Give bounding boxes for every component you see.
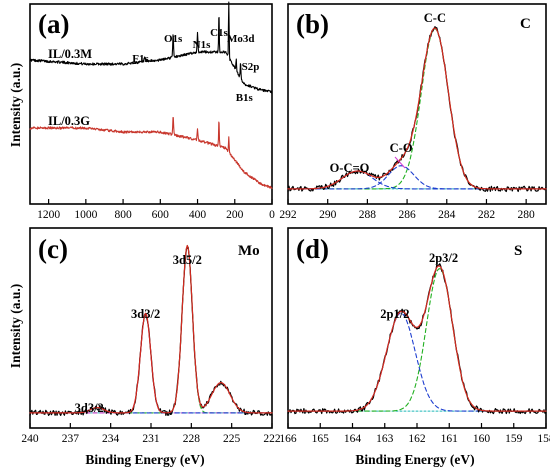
d-tick-label-159: 159 (505, 433, 523, 445)
c-tick-label-240: 240 (21, 433, 39, 445)
fit-envelope-line (287, 27, 547, 190)
panel-b-letter: (b) (296, 9, 329, 39)
fit-envelope-line (287, 265, 547, 412)
series-label-il03m: IL/0.3M (48, 47, 92, 61)
d-tick-label-158: 158 (537, 433, 550, 445)
b-tick-label-282: 282 (478, 209, 496, 221)
panel-c-peak-labels: 3d5/2 3d3/2 3d3/2 (75, 253, 202, 415)
component-line-2 (29, 406, 273, 414)
survey-line-il03m (29, 1, 273, 94)
c-tick-label-222: 222 (263, 433, 281, 445)
panel-a-x-ticks: 1200 1000 800 600 400 200 0 (37, 199, 275, 221)
d-tick-label-165: 165 (312, 433, 330, 445)
panel-c-element: Mo (238, 243, 260, 259)
a-tick-label-1200: 1200 (37, 209, 60, 221)
b-tick-label-286: 286 (398, 209, 416, 221)
c-o-pointer-line (394, 156, 406, 169)
peak-label-c-1: 3d3/2 (131, 307, 160, 321)
panel-c-letter: (c) (38, 234, 68, 264)
component-line-0 (287, 268, 547, 412)
panel-a-frame (29, 3, 273, 205)
d-tick-label-164: 164 (344, 433, 362, 445)
d-tick-label-162: 162 (408, 433, 426, 445)
component-line-0 (29, 245, 273, 414)
c-tick-label-231: 231 (142, 433, 160, 445)
panel-b-peak-labels: C-C C-O O-C=O (330, 11, 446, 175)
peak-annotation-mo3d: Mo3d (227, 33, 255, 45)
c-tick-label-228: 228 (183, 433, 201, 445)
a-tick-label-200: 200 (226, 209, 244, 221)
panel-b: (b) C 292 290 288 286 284 282 280 C-C C-O O-C=O (279, 3, 547, 221)
panel-b-frame (287, 3, 547, 205)
y-axis-title-top: Intensity (a.u.) (8, 63, 23, 147)
panel-a-spectra (29, 1, 273, 189)
panel-a: (a) 1200 1000 800 600 400 200 0 IL/0.3M IL/0.3… (29, 1, 275, 221)
panel-d-peak-labels: 2p3/2 2p1/2 (380, 251, 458, 321)
experimental-line (287, 263, 547, 415)
c-tick-label-234: 234 (102, 433, 120, 445)
a-tick-label-800: 800 (114, 209, 132, 221)
panel-c-x-ticks: 240 237 234 231 228 225 222 (21, 423, 281, 445)
d-tick-label-163: 163 (376, 433, 394, 445)
b-tick-label-288: 288 (359, 209, 377, 221)
peak-annotation-c1s: C1s (210, 27, 228, 39)
peak-label-c-2: 3d3/2 (75, 401, 104, 415)
peak-annotation-o1s: O1s (164, 33, 183, 45)
b-tick-label-284: 284 (438, 209, 456, 221)
peak-annotation-f1s: F1s (132, 53, 149, 65)
peak-label-b-0: C-C (424, 11, 446, 25)
panel-d-fit-curves (287, 263, 547, 415)
survey-line-il03g (29, 116, 273, 189)
panel-b-element: C (520, 16, 531, 32)
d-tick-label-161: 161 (441, 433, 459, 445)
a-tick-label-0: 0 (269, 209, 275, 221)
panel-c: (c) Mo 240 237 234 231 228 225 222 3d5/23d3/23… (21, 227, 281, 445)
y-axis-title-bottom: Intensity (a.u.) (8, 284, 23, 368)
d-tick-label-166: 166 (279, 433, 297, 445)
panel-d-element: S (514, 243, 522, 259)
peak-annotation-s2p: S2p (242, 61, 260, 73)
fit-envelope-line (29, 244, 273, 414)
peak-label-c-0: 3d5/2 (173, 253, 202, 267)
d-tick-label-160: 160 (473, 433, 491, 445)
panel-c-fit-curves (29, 244, 273, 417)
panel-b-fit-curves (287, 26, 547, 193)
peak-annotation-b1s: B1s (236, 92, 254, 104)
panel-b-x-ticks: 292 290 288 286 284 282 280 (279, 199, 535, 221)
a-tick-label-1000: 1000 (74, 209, 97, 221)
c-tick-label-225: 225 (223, 433, 241, 445)
x-axis-title-left: Binding Energy (eV) (85, 452, 204, 467)
panel-d: (d) S 166165164163162161160159158 2p3/22… (279, 227, 550, 445)
x-axis-title-right: Binding Energy (eV) (355, 452, 474, 467)
peak-annotation-n1s: N1s (193, 39, 211, 51)
panel-d-letter: (d) (296, 234, 329, 264)
b-tick-label-292: 292 (279, 209, 297, 221)
peak-label-d-1: 2p1/2 (380, 307, 409, 321)
component-line-1 (29, 312, 273, 414)
b-tick-label-290: 290 (319, 209, 337, 221)
c-tick-label-237: 237 (62, 433, 80, 445)
panel-a-letter: (a) (38, 9, 69, 39)
peak-label-b-2: O-C=O (330, 161, 370, 175)
a-tick-label-400: 400 (189, 209, 207, 221)
peak-label-d-0: 2p3/2 (429, 251, 458, 265)
series-label-il03g: IL/0.3G (48, 114, 90, 128)
panel-d-x-ticks: 166 165 164 163 162 161 160 159 158 (279, 423, 550, 445)
a-tick-label-600: 600 (152, 209, 170, 221)
peak-label-b-1: C-O (390, 141, 413, 155)
b-tick-label-280: 280 (518, 209, 536, 221)
experimental-line (29, 246, 273, 417)
